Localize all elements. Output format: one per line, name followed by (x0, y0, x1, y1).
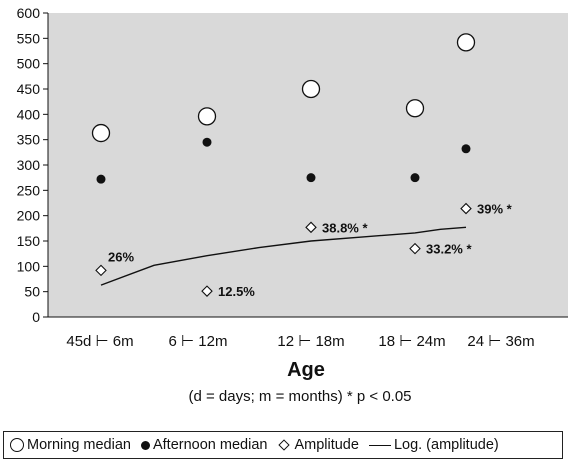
y-tick-label: 100 (17, 258, 41, 274)
x-axis-note: (d = days; m = months) * p < 0.05 (188, 388, 412, 405)
amplitude-label: 39% * (477, 202, 513, 217)
diamond-icon (278, 439, 291, 451)
legend-item-trend: Log. (amplitude) (368, 437, 499, 453)
y-tick-label: 250 (17, 182, 41, 198)
morning-median-point (405, 99, 425, 118)
y-tick-label: 600 (17, 5, 41, 21)
plot-area (48, 13, 568, 317)
y-tick-label: 500 (17, 56, 41, 72)
amplitude-point (305, 221, 317, 234)
filled-circle-icon (140, 440, 150, 450)
morning-median-point (456, 33, 476, 52)
amplitude-label: 26% (108, 249, 134, 264)
y-tick-label: 350 (17, 132, 41, 148)
legend-item-amplitude: Amplitude (277, 437, 359, 453)
y-tick-label: 200 (17, 208, 41, 224)
legend-item-afternoon: Afternoon median (140, 437, 268, 453)
x-category-label: 45d ⊢ 6m (66, 333, 133, 350)
amplitude-point (409, 242, 421, 255)
y-tick-label: 300 (17, 157, 41, 173)
x-category-label: 6 ⊢ 12m (169, 333, 228, 350)
x-axis-categories: 45d ⊢ 6m 6 ⊢ 12m 12 ⊢ 18m 18 ⊢ 24m 24 ⊢ 36m (66, 333, 534, 350)
afternoon-median-point (202, 137, 212, 147)
y-tick-label: 450 (17, 81, 41, 97)
line-icon (368, 444, 391, 446)
morning-median-point (197, 107, 217, 126)
chart-marks: 26% 12.5% 38.8% * 33.2% * 39% * (91, 33, 513, 299)
amplitude-label: 38.8% * (322, 220, 368, 235)
y-tick-label: 550 (17, 30, 41, 46)
chart: 0 50 100 150 200 250 300 350 400 450 500 550 600 45d… (17, 5, 568, 350)
morning-median-point (91, 123, 111, 143)
y-tick-label: 0 (32, 309, 40, 325)
open-circle-icon (10, 438, 24, 452)
amplitude-label: 33.2% * (426, 242, 472, 257)
x-category-label: 12 ⊢ 18m (277, 333, 344, 350)
afternoon-median-point (410, 173, 420, 183)
morning-median-point (301, 79, 321, 99)
trend-line (100, 226, 467, 286)
afternoon-median-point (461, 144, 471, 154)
legend: Morning median Afternoon median Amplitud… (3, 431, 563, 459)
y-axis-ticks: 0 50 100 150 200 250 300 350 400 450 500 550 600 (17, 5, 48, 325)
afternoon-median-point (96, 174, 106, 184)
y-tick-label: 50 (24, 284, 40, 300)
legend-label-afternoon: Afternoon median (152, 437, 268, 453)
y-tick-label: 150 (17, 233, 41, 249)
legend-label-trend: Log. (amplitude) (393, 437, 499, 453)
afternoon-median-point (306, 173, 316, 183)
legend-label-amplitude: Amplitude (294, 437, 359, 453)
x-category-label: 18 ⊢ 24m (378, 333, 445, 350)
x-axis-title: Age (287, 359, 325, 381)
x-category-label: 24 ⊢ 36m (467, 333, 534, 350)
amplitude-point (460, 202, 472, 215)
legend-item-morning: Morning median (10, 437, 131, 453)
legend-label-morning: Morning median (27, 437, 131, 453)
amplitude-point (201, 285, 213, 297)
y-tick-label: 400 (17, 106, 41, 122)
amplitude-label: 12.5% (218, 284, 255, 299)
amplitude-point (95, 264, 107, 277)
